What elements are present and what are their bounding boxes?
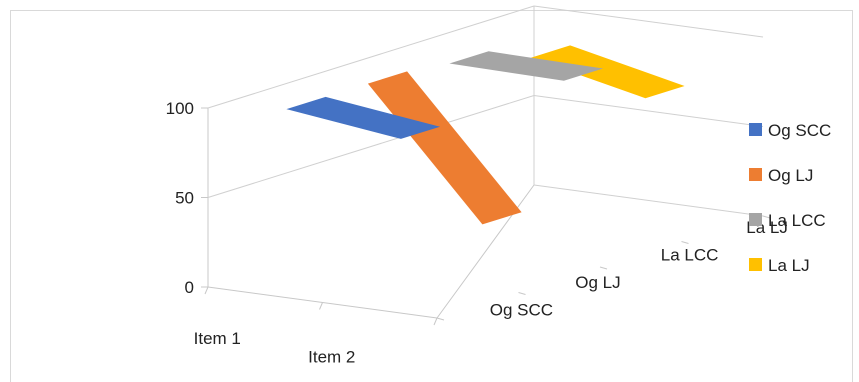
legend-swatch: [749, 213, 762, 226]
legend-swatch: [749, 168, 762, 181]
depth-tick-label: La LCC: [661, 245, 719, 264]
depth-tick-mark: [681, 241, 689, 244]
depth-tick-mark: [436, 317, 445, 321]
chart-frame: [10, 10, 853, 382]
y-tick-label: 50: [175, 189, 194, 208]
x-tick-mark: [204, 286, 209, 295]
y-tick-label: 0: [185, 278, 194, 297]
legend-swatch: [749, 258, 762, 271]
depth-tick-mark: [599, 266, 608, 270]
depth-tick-mark: [518, 292, 526, 295]
depth-tick-mark: [762, 215, 771, 219]
gridline-left-wall: [207, 95, 535, 198]
x-tick-mark: [433, 317, 438, 326]
ribbon-og-scc: [286, 96, 441, 139]
legend: Og SCC Og LJ La LCC La LJ: [749, 121, 831, 275]
gridline-back-wall: [533, 184, 764, 217]
depth-tick-label: Og SCC: [490, 300, 553, 319]
floor-right-edge: [436, 184, 535, 319]
ribbon-la-lcc: [449, 51, 604, 81]
legend-label: Og LJ: [768, 166, 813, 185]
y-tick-label: 100: [166, 99, 194, 118]
legend-label: Og SCC: [768, 121, 831, 140]
x-tick-label: Item 2: [308, 347, 355, 366]
gridlines: [207, 5, 764, 217]
x-axis-ticks: Item 1 Item 2: [194, 286, 438, 366]
legend-label: La LCC: [768, 211, 826, 230]
gridline-back-wall: [533, 5, 764, 38]
depth-tick-label: Og LJ: [575, 273, 620, 292]
ribbon-og-lj: [367, 71, 522, 225]
legend-swatch: [749, 123, 762, 136]
gridline-left-wall: [207, 5, 535, 109]
y-axis-ticks: 0 50 100: [166, 99, 208, 297]
gridline-back-wall: [533, 95, 764, 127]
series-ribbons: [286, 45, 685, 225]
legend-label: La LJ: [768, 256, 810, 275]
x-tick-mark: [319, 302, 323, 310]
x-tick-label: Item 1: [194, 329, 241, 348]
ribbon-la-lj: [530, 45, 685, 99]
